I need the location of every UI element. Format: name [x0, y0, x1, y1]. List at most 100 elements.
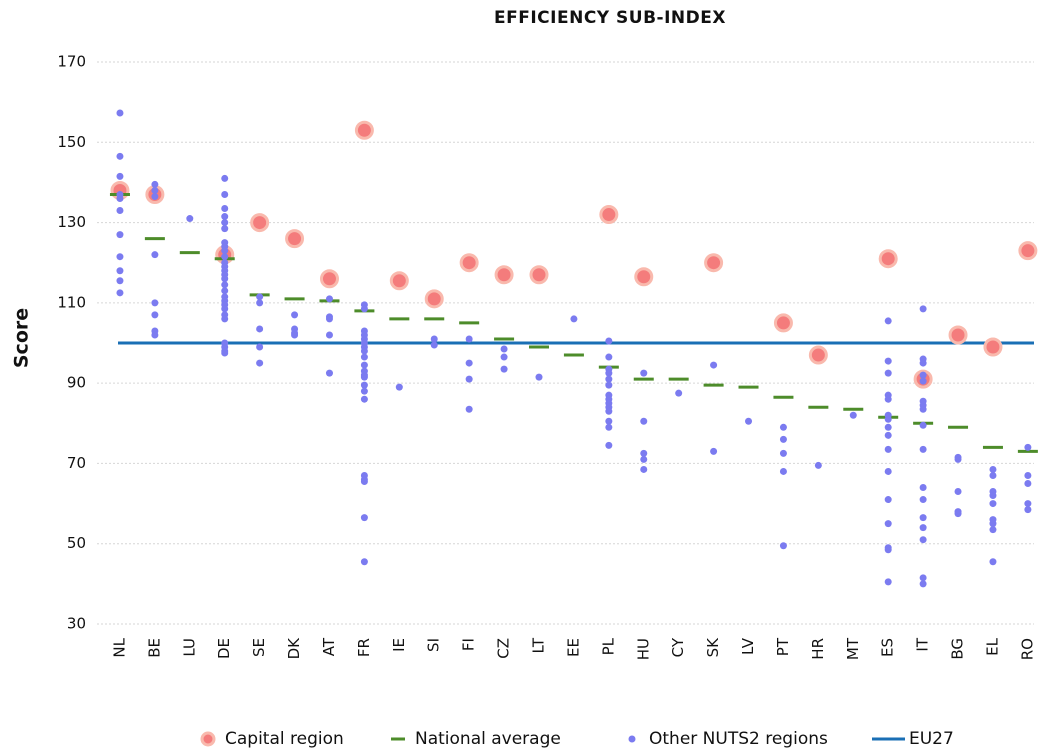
region-dot	[360, 477, 368, 485]
region-dot	[465, 359, 473, 367]
region-dot	[116, 152, 124, 160]
region-dot	[116, 207, 124, 215]
region-dot	[221, 247, 229, 255]
capital-marker	[878, 249, 898, 269]
region-dot	[570, 315, 578, 323]
region-dot	[256, 293, 264, 301]
region-dot	[919, 514, 927, 522]
legend-label: Other NUTS2 regions	[649, 729, 828, 749]
region-dot	[221, 219, 229, 227]
region-dot	[919, 359, 927, 367]
region-dot	[151, 192, 159, 200]
region-dot	[1024, 480, 1032, 487]
region-dot	[605, 353, 613, 361]
region-dot	[325, 295, 333, 303]
region-dot	[675, 389, 683, 397]
region-dot	[884, 520, 892, 528]
x-tick-label: SE	[250, 638, 268, 657]
region-dot	[640, 369, 648, 377]
y-tick-label: 150	[57, 133, 86, 151]
legend-label: EU27	[909, 729, 954, 749]
region-dot	[360, 353, 368, 361]
region-dot	[605, 423, 613, 431]
region-dot	[640, 417, 648, 425]
x-tick-label: HU	[634, 638, 652, 660]
x-tick-label: IT	[914, 637, 932, 651]
capital-marker	[808, 345, 828, 365]
capital-marker	[529, 265, 549, 285]
region-dot	[221, 281, 229, 289]
capital-marker	[250, 213, 270, 233]
region-dot	[884, 317, 892, 325]
capital-marker	[1018, 241, 1038, 261]
region-dot	[360, 381, 368, 389]
region-dot	[919, 484, 927, 492]
x-tick-label: PL	[599, 637, 617, 655]
region-dot	[919, 524, 927, 532]
x-tick-label: BE	[145, 638, 163, 658]
y-tick-label: 110	[57, 293, 86, 311]
region-dot	[186, 215, 194, 223]
region-dot	[221, 174, 229, 182]
region-dot	[116, 253, 124, 261]
region-dot	[779, 435, 787, 443]
region-dot	[221, 287, 229, 295]
region-dot	[710, 361, 718, 369]
region-dot	[360, 395, 368, 403]
region-dot	[430, 335, 438, 343]
region-dot	[919, 536, 927, 544]
region-dot	[884, 369, 892, 377]
region-dot	[465, 335, 473, 343]
region-dot	[640, 455, 648, 463]
region-dot	[605, 369, 613, 377]
region-dot	[465, 375, 473, 383]
region-dot	[360, 558, 368, 566]
region-dot	[151, 299, 159, 307]
region-dot	[710, 447, 718, 455]
capital-marker	[983, 337, 1003, 357]
region-dot	[849, 411, 857, 419]
region-dot	[989, 520, 997, 528]
x-tick-label: PT	[774, 637, 792, 656]
region-dot	[151, 251, 159, 259]
region-dot	[500, 365, 508, 373]
region-dot	[1024, 500, 1032, 508]
x-tick-label: LU	[180, 638, 198, 657]
x-tick-label: FI	[460, 638, 478, 651]
region-dot	[256, 343, 264, 351]
x-tick-label: HR	[809, 638, 827, 660]
region-dot	[221, 275, 229, 283]
capital-marker	[704, 253, 724, 273]
y-tick-label: 90	[67, 374, 86, 392]
region-dot	[814, 461, 822, 469]
region-dot	[221, 305, 229, 313]
region-dot	[116, 289, 124, 297]
x-tick-label: IE	[390, 638, 408, 652]
region-dot	[919, 377, 927, 385]
x-tick-label: CZ	[495, 638, 513, 659]
x-tick-label: LT	[530, 637, 548, 653]
capital-marker	[948, 325, 968, 345]
region-dot	[884, 578, 892, 586]
region-dot	[919, 580, 927, 588]
y-tick-label: 50	[67, 534, 86, 552]
region-dot	[360, 305, 368, 313]
y-axis-label: Score	[11, 308, 33, 368]
region-dot	[221, 225, 229, 233]
region-dot	[605, 381, 613, 389]
region-dot	[779, 423, 787, 431]
region-dot	[395, 383, 403, 391]
region-dot	[989, 465, 997, 473]
region-dot	[919, 305, 927, 313]
region-dot	[1024, 506, 1032, 514]
region-dot	[360, 347, 368, 355]
capital-marker	[634, 267, 654, 287]
region-dot	[221, 190, 229, 198]
region-dot	[745, 417, 753, 425]
region-dot	[884, 546, 892, 554]
region-dot	[989, 471, 997, 479]
x-tick-label: DK	[285, 637, 303, 660]
x-tick-label: LV	[739, 637, 757, 655]
x-tick-label: EE	[564, 638, 582, 657]
region-dot	[151, 311, 159, 319]
